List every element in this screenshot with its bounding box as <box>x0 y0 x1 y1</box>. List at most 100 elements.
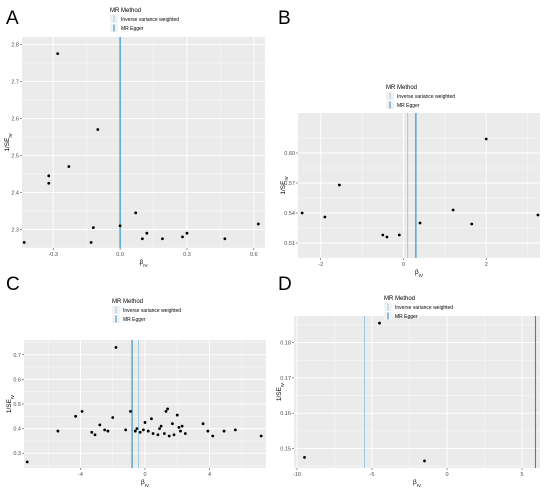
data-point <box>25 460 29 464</box>
data-point <box>211 434 215 438</box>
x-tick-label: -0.3 <box>48 252 57 258</box>
data-point <box>158 427 161 431</box>
legend: MR Method Inverse variance weighted MR Egg… <box>386 85 455 109</box>
data-point <box>206 429 210 433</box>
x-tick-label: -2 <box>318 262 323 268</box>
x-axis-label: βIV <box>415 269 423 278</box>
data-point <box>129 409 132 413</box>
y-tick-label: 0.7 <box>13 353 21 359</box>
data-point <box>162 432 166 435</box>
legend-entry: Inverse variance weighted <box>397 94 455 100</box>
panel-letter: B <box>278 8 291 29</box>
plot-background <box>298 113 540 258</box>
panel-letter: D <box>278 274 292 295</box>
data-point <box>222 429 226 433</box>
y-tick-label: 0.60 <box>284 151 295 157</box>
data-point <box>90 430 94 434</box>
y-tick-label: 2.8 <box>11 42 19 48</box>
x-tick-label: 2 <box>485 262 488 268</box>
y-tick-label: 2.6 <box>11 116 19 122</box>
y-tick-label: 0.5 <box>13 402 21 408</box>
x-axis-label: βIV <box>141 479 149 488</box>
data-point <box>175 413 179 417</box>
y-tick-label: 0.18 <box>280 341 291 347</box>
legend-entry: Inverse variance weighted <box>121 17 179 23</box>
data-point <box>22 241 26 244</box>
y-tick-label: 2.5 <box>11 153 19 159</box>
data-point <box>138 430 142 434</box>
data-point <box>106 429 110 433</box>
plot-background <box>294 316 540 468</box>
x-tick-label: 4 <box>208 472 211 478</box>
data-point <box>47 181 51 185</box>
data-point <box>141 428 145 432</box>
y-tick-label: 0.57 <box>284 181 295 187</box>
data-point <box>161 237 164 241</box>
data-point <box>166 407 169 411</box>
data-point <box>470 222 474 226</box>
data-point <box>256 222 260 226</box>
y-axis-label: 1/SEIV <box>6 395 15 413</box>
legend: MR Method Inverse variance weighted MR Egg… <box>384 296 453 320</box>
data-point <box>172 433 176 437</box>
data-point <box>233 428 237 432</box>
data-point <box>151 432 155 435</box>
panel-d: D -10 -5 0 5 0.15 0.16 0.17 0.18 βIV 1/SEIV MR Meth… <box>276 274 540 488</box>
data-point <box>381 233 385 237</box>
data-point <box>451 208 455 212</box>
x-tick-label: 0 <box>445 472 448 478</box>
data-point <box>259 434 263 438</box>
x-tick-label: -5 <box>370 472 375 478</box>
data-point <box>150 417 153 421</box>
data-point <box>397 233 401 237</box>
y-tick-label: 0.54 <box>284 211 295 217</box>
data-point <box>167 434 171 438</box>
data-point <box>47 174 51 178</box>
y-tick-label: 0.6 <box>13 377 21 383</box>
data-point <box>201 422 205 426</box>
data-point <box>140 237 144 241</box>
data-point <box>171 422 174 426</box>
legend-entry: MR Egger <box>395 314 418 320</box>
data-point <box>156 433 160 437</box>
y-tick-label: 2.7 <box>11 79 19 85</box>
x-axis-label: βIV <box>413 479 421 488</box>
data-point <box>536 213 540 217</box>
data-point <box>418 221 422 225</box>
plot-background <box>22 37 265 248</box>
x-tick-label: 0.3 <box>183 252 191 258</box>
legend-entry: Inverse variance weighted <box>395 305 453 311</box>
data-point <box>143 421 147 424</box>
data-point <box>89 241 93 244</box>
panel-c: C -4 0 4 0.3 0.4 0.5 0.6 0.7 βIV 1/SEIV MR Method In… <box>6 274 266 488</box>
x-tick-label: 0.0 <box>116 252 124 258</box>
data-point <box>300 211 304 215</box>
data-point <box>103 428 107 432</box>
data-point <box>183 432 187 435</box>
x-tick-label: -10 <box>293 472 301 478</box>
panel-letter: C <box>6 274 20 295</box>
y-tick-label: 2.4 <box>11 190 19 196</box>
data-point <box>180 424 184 428</box>
data-point <box>378 321 381 325</box>
data-point <box>484 137 488 141</box>
panel-letter: A <box>6 8 19 29</box>
data-point <box>74 414 78 418</box>
legend-entry: MR Egger <box>397 103 420 109</box>
x-tick-label: 5 <box>520 472 523 478</box>
data-point <box>67 165 71 168</box>
x-tick-label: -4 <box>78 472 83 478</box>
data-point <box>179 429 182 433</box>
data-point <box>80 409 84 413</box>
legend: MR Method Inverse variance weighted MR Egg… <box>112 299 181 323</box>
data-point <box>177 425 181 429</box>
legend-title: MR Method <box>112 299 143 305</box>
data-point <box>93 433 97 437</box>
y-tick-label: 0.15 <box>280 447 291 453</box>
y-tick-label: 2.3 <box>11 227 19 233</box>
y-axis-label: 1/SEIV <box>276 383 285 401</box>
x-axis-label: βIV <box>139 259 147 268</box>
data-point <box>134 211 138 215</box>
y-tick-label: 0.16 <box>280 411 291 417</box>
